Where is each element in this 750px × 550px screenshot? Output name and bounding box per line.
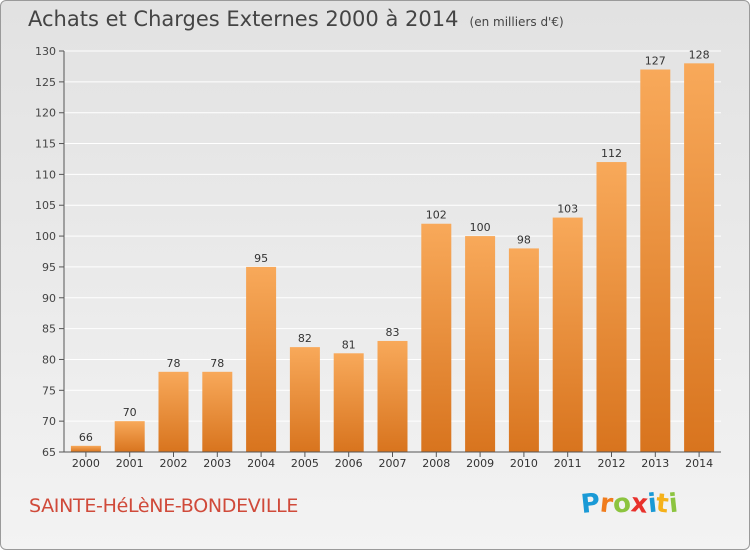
y-tick-label: 130 — [35, 45, 56, 58]
x-tick-label: 2007 — [379, 457, 407, 470]
bar-value-label: 82 — [298, 332, 312, 345]
bar-value-label: 102 — [426, 209, 447, 222]
y-tick-label: 115 — [35, 138, 56, 151]
bar — [158, 371, 189, 452]
x-tick-label: 2000 — [72, 457, 100, 470]
chart-title-main: Achats et Charges Externes 2000 à 2014 — [28, 7, 459, 31]
bar-layer — [70, 63, 715, 453]
x-tick-label: 2013 — [641, 457, 669, 470]
x-tick-label: 2008 — [422, 457, 450, 470]
axis-layer — [59, 50, 721, 457]
bar-value-label: 95 — [254, 252, 268, 265]
bar — [202, 371, 233, 452]
y-tick-label: 90 — [42, 292, 56, 305]
x-tick-label: 2014 — [685, 457, 713, 470]
x-tick-label: 2001 — [116, 457, 144, 470]
x-tick-label: 2004 — [247, 457, 275, 470]
bar-value-label: 128 — [689, 48, 710, 61]
bar-value-label: 81 — [342, 338, 356, 351]
y-tick-label: 125 — [35, 76, 56, 89]
bar-value-label: 66 — [79, 431, 93, 444]
y-tick-label: 65 — [42, 446, 56, 459]
bar — [114, 421, 145, 452]
y-tick-label: 75 — [42, 384, 56, 397]
label-layer: 65 70 75 80 85 90 95 100 105 110 115 120 125 130 66 200… — [35, 45, 713, 470]
x-tick-label: 2010 — [510, 457, 538, 470]
bar — [684, 63, 715, 452]
bar — [421, 223, 452, 452]
bar — [70, 445, 101, 452]
proxiti-logo: Proxiti — [579, 488, 680, 520]
y-tick-label: 85 — [42, 323, 56, 336]
bar-value-label: 78 — [210, 357, 224, 370]
logo-letter: i — [667, 488, 680, 520]
x-tick-label: 2005 — [291, 457, 319, 470]
bar — [333, 353, 364, 452]
y-tick-label: 80 — [42, 353, 56, 366]
x-tick-label: 2006 — [335, 457, 363, 470]
bar-value-label: 103 — [557, 203, 578, 216]
bar-value-label: 98 — [517, 233, 531, 246]
x-tick-label: 2009 — [466, 457, 494, 470]
bar-value-label: 70 — [123, 406, 137, 419]
bar — [552, 217, 583, 452]
chart-subtitle: (en milliers d'€) — [469, 15, 564, 29]
bar — [289, 347, 320, 452]
bar — [377, 340, 408, 452]
bar — [640, 69, 671, 452]
y-tick-label: 110 — [35, 168, 56, 181]
x-tick-label: 2011 — [554, 457, 582, 470]
bar-value-label: 100 — [470, 221, 491, 234]
bar — [596, 162, 627, 453]
x-tick-label: 2012 — [598, 457, 626, 470]
x-tick-label: 2002 — [160, 457, 188, 470]
bar — [508, 248, 539, 452]
y-tick-label: 120 — [35, 107, 56, 120]
commune-name: SAINTE-HéLèNE-BONDEVILLE — [29, 495, 299, 517]
y-tick-label: 70 — [42, 415, 56, 428]
bar-value-label: 127 — [645, 55, 666, 68]
bar — [465, 236, 496, 452]
y-tick-label: 105 — [35, 199, 56, 212]
bar-value-label: 83 — [386, 326, 400, 339]
bar-value-label: 112 — [601, 147, 622, 160]
y-tick-label: 95 — [42, 261, 56, 274]
bar — [246, 266, 277, 452]
bar-value-label: 78 — [167, 357, 181, 370]
y-tick-label: 100 — [35, 230, 56, 243]
x-tick-label: 2003 — [203, 457, 231, 470]
chart-title: Achats et Charges Externes 2000 à 2014 (… — [28, 7, 564, 31]
